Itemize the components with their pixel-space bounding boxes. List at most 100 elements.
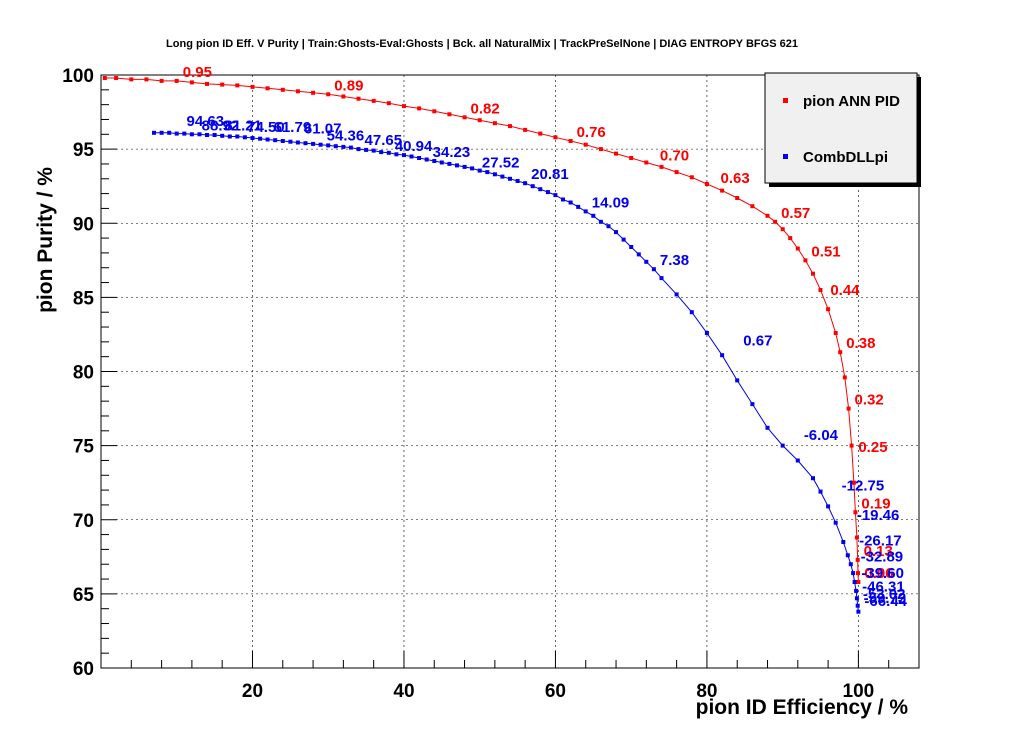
- data-point-combdllpi: [508, 176, 512, 181]
- data-point-combdllpi: [227, 134, 232, 139]
- data-point-pion-ann-pid: [280, 87, 285, 92]
- data-point-combdllpi: [182, 131, 187, 136]
- data-point-pion-ann-pid: [250, 84, 255, 89]
- data-point-pion-ann-pid: [788, 236, 793, 241]
- data-point-pion-ann-pid: [644, 160, 649, 165]
- data-point-combdllpi: [462, 164, 467, 169]
- data-point-combdllpi: [167, 130, 172, 135]
- data-label-combdllpi: 88.92: [202, 117, 240, 134]
- data-point-combdllpi: [841, 540, 846, 544]
- y-axis-label: pion Purity / %: [34, 167, 57, 313]
- data-point-pion-ann-pid: [311, 90, 316, 95]
- data-label-pion-ann-pid: 0.06: [864, 565, 893, 582]
- data-point-pion-ann-pid: [159, 78, 164, 83]
- data-point-combdllpi: [576, 204, 581, 209]
- data-point-combdllpi: [523, 181, 528, 186]
- data-point-combdllpi: [197, 132, 202, 137]
- data-point-pion-ann-pid: [849, 443, 854, 448]
- data-label-combdllpi: -46.31: [862, 578, 905, 595]
- data-point-combdllpi: [614, 230, 618, 235]
- data-label-pion-ann-pid: 0.57: [781, 205, 810, 222]
- data-label-combdllpi: -53.02: [863, 586, 906, 603]
- data-point-combdllpi: [851, 571, 856, 576]
- data-point-combdllpi: [212, 133, 217, 137]
- data-label-combdllpi: 7.38: [660, 252, 689, 269]
- data-point-pion-ann-pid: [818, 288, 823, 292]
- data-point-pion-ann-pid: [851, 480, 856, 485]
- data-label-pion-ann-pid: 0.38: [846, 335, 875, 352]
- data-point-combdllpi: [545, 190, 550, 195]
- data-label-combdllpi: 34.23: [433, 144, 471, 161]
- data-point-pion-ann-pid: [265, 86, 270, 91]
- x-axis-label: pion ID Efficiency / %: [696, 696, 909, 719]
- data-point-combdllpi: [417, 156, 422, 160]
- data-point-combdllpi: [780, 443, 785, 448]
- data-point-pion-ann-pid: [220, 82, 225, 87]
- data-point-combdllpi: [341, 144, 346, 149]
- data-label-combdllpi: 40.94: [395, 138, 433, 155]
- data-point-combdllpi: [152, 130, 156, 135]
- data-point-combdllpi: [492, 172, 497, 177]
- y-tick-label: 65: [73, 585, 95, 606]
- axis-layer: 60 65 70 75 80 85 90 95 100 20 40 60 80 100: [62, 66, 890, 702]
- y-tick-label: 60: [73, 659, 94, 680]
- data-point-combdllpi: [561, 197, 565, 202]
- data-point-combdllpi: [189, 132, 194, 137]
- y-tick-label: 100: [62, 66, 94, 87]
- data-label-pion-ann-pid: 0.82: [471, 100, 500, 117]
- data-point-pion-ann-pid: [538, 131, 543, 136]
- data-point-pion-ann-pid: [773, 219, 778, 224]
- data-point-combdllpi: [689, 310, 694, 315]
- data-point-pion-ann-pid: [235, 83, 240, 88]
- series-pion-ann-pid: 0.95 0.89 0.82 0.76 0.70 0.63 0.57 0.51 0.44 0.38…: [102, 64, 894, 584]
- data-point-combdllpi: [583, 209, 588, 214]
- data-label-pion-ann-pid: 0.44: [830, 282, 860, 299]
- data-label-pion-ann-pid: 0.70: [660, 148, 689, 165]
- legend-label-pion-ann-pid: pion ANN PID: [803, 93, 900, 110]
- data-point-pion-ann-pid: [462, 115, 467, 120]
- data-label-combdllpi: -12.75: [842, 478, 885, 495]
- y-tick-label: 70: [73, 511, 94, 532]
- series-layer: 0.95 0.89 0.82 0.76 0.70 0.63 0.57 0.51 0.44 0.38…: [102, 64, 908, 614]
- data-point-pion-ann-pid: [856, 571, 860, 576]
- data-label-pion-ann-pid: 0.51: [811, 243, 840, 260]
- y-tick-label: 90: [73, 214, 94, 235]
- data-point-combdllpi: [356, 147, 361, 152]
- data-point-combdllpi: [659, 276, 664, 281]
- data-point-pion-ann-pid: [583, 142, 588, 147]
- data-point-pion-ann-pid: [629, 156, 634, 160]
- data-point-pion-ann-pid: [735, 196, 740, 200]
- data-point-combdllpi: [606, 224, 611, 229]
- data-point-combdllpi: [833, 520, 838, 525]
- data-label-pion-ann-pid: 0.89: [334, 77, 363, 94]
- data-point-combdllpi: [515, 179, 520, 183]
- legend-marker-combdllpi: [783, 154, 788, 159]
- data-label-pion-ann-pid: 0.32: [855, 392, 884, 409]
- data-label-combdllpi: 74.50: [247, 119, 285, 136]
- data-point-pion-ann-pid: [523, 127, 528, 132]
- data-point-pion-ann-pid: [826, 307, 831, 312]
- data-point-pion-ann-pid: [846, 406, 851, 411]
- data-label-pion-ann-pid: 0.63: [721, 170, 750, 187]
- data-point-combdllpi: [500, 174, 505, 179]
- data-point-combdllpi: [621, 237, 626, 242]
- data-point-combdllpi: [854, 596, 859, 601]
- data-point-combdllpi: [765, 425, 770, 430]
- data-label-combdllpi: 81.21: [224, 117, 262, 134]
- data-point-combdllpi: [530, 184, 535, 189]
- data-point-combdllpi: [318, 142, 323, 147]
- data-point-combdllpi: [553, 193, 558, 198]
- data-point-combdllpi: [280, 139, 285, 143]
- data-point-combdllpi: [855, 603, 860, 608]
- y-tick-label: 80: [73, 363, 94, 384]
- data-point-combdllpi: [220, 133, 225, 138]
- data-point-combdllpi: [477, 168, 482, 173]
- data-point-combdllpi: [735, 378, 740, 383]
- data-point-pion-ann-pid: [417, 106, 422, 111]
- data-point-combdllpi: [598, 219, 603, 224]
- data-point-combdllpi: [591, 213, 596, 218]
- data-point-combdllpi: [704, 331, 709, 335]
- data-label-pion-ann-pid: 0.25: [858, 439, 887, 456]
- data-point-pion-ann-pid: [508, 124, 512, 129]
- data-point-pion-ann-pid: [553, 135, 558, 140]
